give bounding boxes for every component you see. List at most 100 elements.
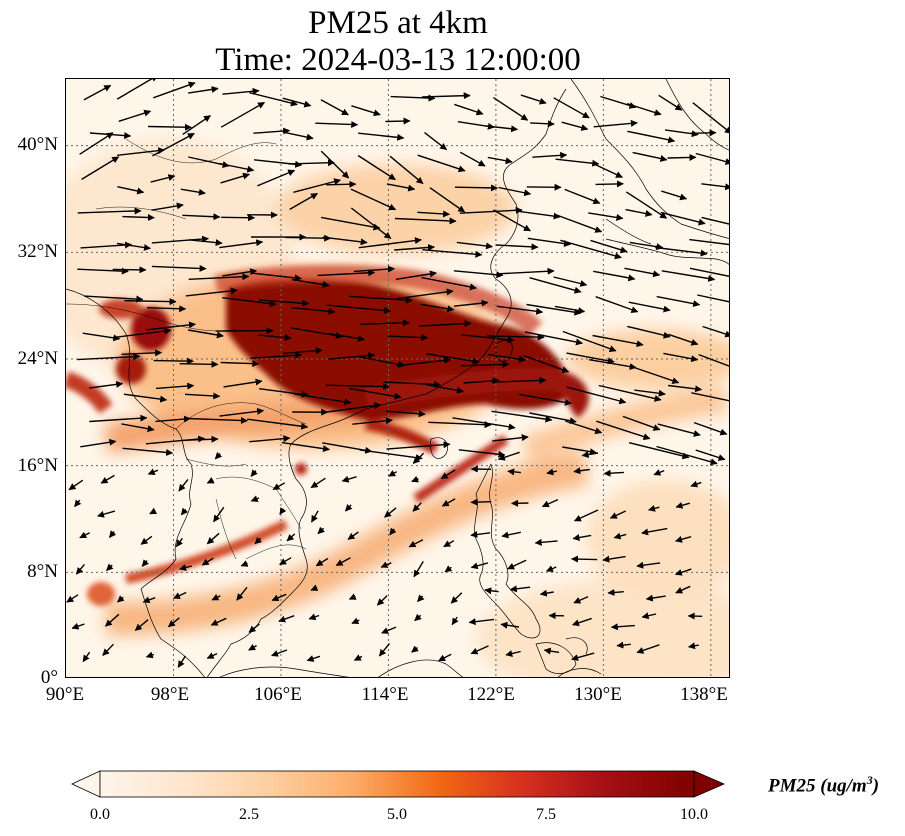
wind-arrow (219, 162, 255, 173)
wind-arrow (496, 267, 555, 275)
wind-arrow (124, 298, 177, 306)
wind-arrow (534, 538, 558, 546)
wind-arrow (561, 121, 589, 131)
wind-arrow (493, 97, 529, 121)
wind-arrow (353, 265, 395, 273)
wind-arrow (116, 242, 151, 251)
wind-arrow (250, 469, 258, 477)
wind-arrow (257, 169, 296, 187)
wind-arrow (396, 356, 452, 367)
wind-arrow (628, 301, 671, 313)
wind-arrow (180, 507, 189, 516)
lon-tick-122e: 122°E (467, 684, 515, 705)
wind-arrow (253, 127, 291, 135)
wind-arrow (147, 468, 159, 475)
wind-arrow (411, 645, 419, 653)
wind-arrow (688, 642, 699, 650)
wind-arrow (541, 498, 559, 508)
wind-arrow (491, 410, 553, 423)
wind-arrow (459, 151, 486, 167)
wind-arrow (358, 237, 422, 249)
lat-tick-0: 0° (40, 667, 58, 688)
wind-arrow (454, 103, 484, 116)
wind-arrow (249, 92, 298, 107)
wind-arrow (112, 327, 172, 339)
wind-arrow (175, 537, 183, 548)
lon-tick-138e: 138°E (680, 684, 728, 705)
wind-arrow (417, 154, 466, 173)
wind-arrow (451, 616, 459, 626)
wind-arrow (213, 506, 225, 523)
wind-arrow (293, 393, 352, 406)
wind-arrow (566, 386, 627, 405)
wind-arrow (179, 564, 193, 571)
wind-arrow (523, 355, 570, 373)
wind-arrow (411, 475, 419, 483)
wind-arrow (470, 645, 489, 655)
wind-arrow (97, 510, 116, 518)
wind-arrow (636, 644, 660, 654)
wind-arrow (279, 557, 292, 566)
wind-arrow (220, 172, 250, 184)
wind-arrow (347, 531, 359, 540)
wind-arrow (89, 380, 124, 389)
wind-arrow (214, 451, 223, 460)
wind-arrow (250, 495, 260, 502)
wind-arrow (529, 412, 577, 425)
wind-arrow (74, 499, 82, 508)
wind-arrow (383, 380, 441, 388)
wind-arrow (461, 360, 510, 368)
wind-arrow (581, 451, 599, 458)
wind-arrow (602, 555, 626, 563)
wind-arrow (201, 557, 214, 566)
wind-arrow (211, 593, 221, 601)
wind-arrow (153, 81, 196, 99)
wind-arrow (520, 94, 547, 105)
wind-arrow (80, 438, 117, 448)
wind-arrow (323, 402, 382, 414)
wind-arrow (289, 192, 319, 211)
wind-arrow (470, 498, 492, 506)
wind-arrow (308, 613, 320, 621)
wind-arrow (625, 191, 668, 219)
wind-arrow (660, 211, 706, 226)
wind-arrow (571, 652, 595, 661)
wind-arrow (272, 482, 286, 491)
wind-arrow (348, 593, 357, 600)
wind-arrow (146, 305, 187, 313)
wind-arrow (151, 264, 207, 272)
wind-arrow (573, 509, 599, 522)
wind-arrow (663, 352, 699, 363)
wind-arrow (223, 378, 263, 388)
wind-arrow (553, 276, 588, 287)
lon-tick-106e: 106°E (254, 684, 302, 705)
wind-arrow (353, 654, 363, 661)
wind-arrow (394, 243, 435, 251)
wind-arrow (222, 297, 277, 308)
wind-arrow (596, 420, 651, 440)
wind-arrow (543, 647, 560, 655)
wind-arrow (529, 277, 582, 294)
wind-arrow (675, 536, 692, 543)
wind-arrow (82, 651, 91, 663)
wind-arrow (562, 446, 597, 456)
wind-arrow (317, 269, 376, 277)
wind-arrow (610, 623, 635, 631)
wind-arrow (675, 501, 690, 509)
wind-arrow (100, 474, 115, 484)
wind-arrow (317, 526, 325, 535)
wind-arrow (690, 129, 717, 137)
wind-arrow (553, 97, 590, 119)
wind-arrow (487, 353, 526, 363)
wind-arrow (206, 532, 220, 545)
wind-arrow (378, 643, 391, 657)
wind-arrow (315, 120, 359, 128)
wind-arrow (153, 357, 194, 365)
wind-arrow (188, 86, 219, 94)
wind-arrow (350, 188, 397, 211)
wind-arrow (151, 202, 184, 211)
wind-arrow (84, 295, 144, 303)
wind-arrow (591, 162, 623, 178)
wind-arrow (492, 376, 547, 384)
wind-arrow (215, 327, 274, 335)
